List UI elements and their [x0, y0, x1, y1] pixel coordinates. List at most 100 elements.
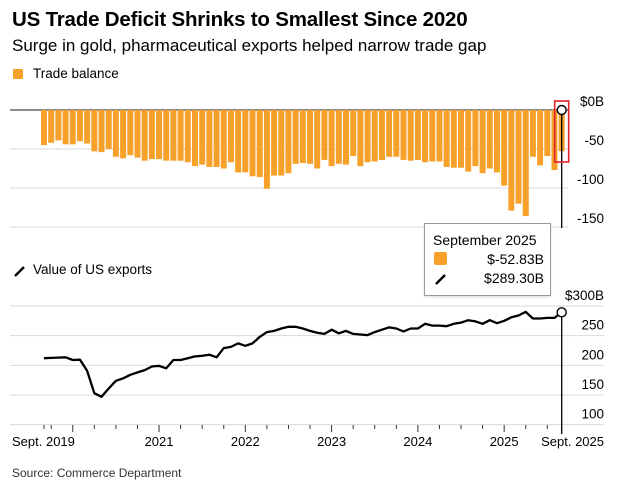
exports-line	[43, 310, 563, 398]
tooltip-trade-balance: $-52.83B	[487, 251, 544, 267]
bar	[465, 110, 472, 172]
y-tick-label: 200	[581, 347, 604, 362]
legend-trade-balance: Trade balance	[33, 66, 119, 81]
bar	[407, 110, 414, 161]
bar	[199, 110, 206, 165]
cursor-marker	[556, 104, 567, 116]
bar	[242, 110, 249, 173]
bar	[292, 110, 299, 164]
tooltip-title: September 2025	[433, 232, 537, 248]
y-tick-label: -150	[577, 211, 604, 226]
bar	[544, 110, 551, 157]
bar	[98, 110, 105, 153]
bar	[256, 110, 263, 178]
bar	[357, 110, 364, 167]
x-tick-label: 2021	[145, 434, 174, 449]
bar	[443, 110, 450, 167]
bar	[184, 110, 191, 163]
y-tick-label: 150	[581, 377, 604, 392]
bar	[213, 110, 220, 167]
y-tick-label: 100	[581, 407, 604, 422]
bar	[48, 110, 55, 143]
bar	[299, 110, 306, 164]
bar	[220, 110, 227, 169]
bar	[249, 110, 256, 177]
bar	[156, 110, 163, 160]
bar	[429, 110, 436, 162]
bar	[148, 110, 155, 160]
bar	[529, 110, 536, 157]
bar	[386, 110, 393, 157]
tooltip: September 2025 $-52.83B $289.30B	[424, 223, 551, 296]
bar	[342, 110, 349, 165]
x-tick-label: 2023	[317, 434, 346, 449]
x-tick-label: Sept. 2019	[12, 434, 75, 449]
bar	[141, 110, 148, 161]
bar	[271, 110, 278, 176]
bar	[76, 110, 83, 142]
bar	[314, 110, 321, 169]
bar	[177, 110, 184, 161]
bar	[235, 110, 242, 173]
bar	[515, 110, 522, 204]
bar	[328, 110, 335, 167]
slash-line-icon	[14, 266, 25, 277]
tooltip-exports: $289.30B	[484, 270, 544, 286]
orange-square-icon	[434, 252, 447, 265]
bar	[450, 110, 457, 168]
highlight-box	[553, 100, 570, 163]
bar	[414, 110, 421, 160]
bar	[112, 110, 119, 157]
x-tick-label: 2024	[403, 434, 432, 449]
slash-line-icon	[435, 274, 446, 285]
bar	[170, 110, 177, 161]
bar	[227, 110, 234, 163]
bar	[522, 110, 529, 217]
bar	[400, 110, 407, 160]
x-tick-label: Sept. 2025	[541, 434, 604, 449]
bar	[120, 110, 127, 159]
bar	[472, 110, 479, 167]
bar	[263, 110, 270, 189]
bar	[393, 110, 400, 157]
y-tick-label: 250	[581, 318, 604, 333]
bar	[206, 110, 213, 167]
bar	[537, 110, 544, 166]
bar	[134, 110, 141, 158]
bar	[422, 110, 429, 163]
y-tick-label: -50	[584, 133, 604, 148]
bar	[163, 110, 170, 161]
chart-subtitle: Surge in gold, pharmaceutical exports he…	[12, 36, 487, 55]
bar	[127, 110, 134, 156]
bar	[508, 110, 515, 211]
legend-exports: Value of US exports	[33, 262, 153, 277]
cursor-marker	[556, 307, 567, 318]
source-note: Source: Commerce Department	[12, 466, 182, 480]
bar	[501, 110, 508, 186]
y-tick-label: $300B	[565, 288, 604, 303]
bar	[458, 110, 465, 168]
bar	[493, 110, 500, 173]
y-tick-label: $0B	[580, 94, 604, 109]
bar	[191, 110, 198, 167]
bar	[84, 110, 91, 144]
bar	[307, 110, 314, 164]
bar	[486, 110, 493, 169]
bar	[285, 110, 292, 174]
x-tick-label: 2022	[231, 434, 260, 449]
bar	[479, 110, 486, 174]
bar	[69, 110, 76, 145]
bar	[436, 110, 443, 162]
x-tick-label: 2025	[490, 434, 519, 449]
bar	[350, 110, 357, 157]
bar	[62, 110, 69, 145]
y-tick-label: -100	[577, 172, 604, 187]
bar	[364, 110, 371, 163]
bar	[41, 110, 47, 146]
bar	[278, 110, 285, 176]
bar	[91, 110, 98, 152]
bar	[105, 110, 112, 149]
bar	[378, 110, 385, 160]
bar	[335, 110, 342, 164]
